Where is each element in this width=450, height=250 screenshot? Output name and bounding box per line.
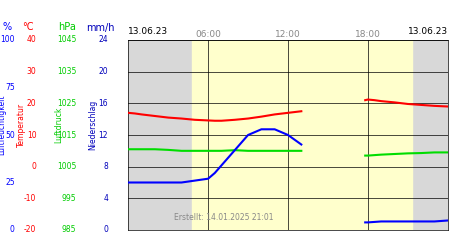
Text: 75: 75: [5, 83, 15, 92]
Text: 30: 30: [27, 67, 36, 76]
Text: 40: 40: [27, 36, 36, 44]
Text: hPa: hPa: [58, 22, 76, 32]
Text: 100: 100: [0, 36, 15, 44]
Text: 0: 0: [32, 162, 36, 171]
Text: 12: 12: [99, 130, 108, 140]
Text: %: %: [2, 22, 11, 32]
Text: 995: 995: [62, 194, 77, 203]
Bar: [192, 40, 412, 230]
Text: Luftdruck: Luftdruck: [54, 107, 63, 143]
Text: 13.06.23: 13.06.23: [128, 27, 168, 36]
Text: 20: 20: [27, 99, 36, 108]
Text: 10: 10: [27, 130, 36, 140]
Text: 16: 16: [99, 99, 108, 108]
Text: 985: 985: [62, 226, 77, 234]
Text: 50: 50: [5, 130, 15, 140]
Text: Erstellt: 14.01.2025 21:01: Erstellt: 14.01.2025 21:01: [174, 214, 274, 222]
Text: 8: 8: [103, 162, 108, 171]
Text: 24: 24: [99, 36, 108, 44]
Text: 0: 0: [10, 226, 15, 234]
Text: 25: 25: [5, 178, 15, 187]
Text: -10: -10: [24, 194, 36, 203]
Text: 4: 4: [103, 194, 108, 203]
Text: Temperatur: Temperatur: [17, 103, 26, 147]
Text: 1025: 1025: [57, 99, 76, 108]
Text: 1015: 1015: [57, 130, 76, 140]
Text: 0: 0: [103, 226, 108, 234]
Text: 13.06.23: 13.06.23: [408, 27, 448, 36]
Text: mm/h: mm/h: [86, 22, 114, 32]
Text: 1035: 1035: [57, 67, 76, 76]
Text: 1045: 1045: [57, 36, 76, 44]
Text: -20: -20: [24, 226, 36, 234]
Text: Luftfeuchtigkeit: Luftfeuchtigkeit: [0, 95, 6, 155]
Text: 1005: 1005: [57, 162, 76, 171]
Text: °C: °C: [22, 22, 34, 32]
Text: 20: 20: [99, 67, 108, 76]
Text: Niederschlag: Niederschlag: [89, 100, 98, 150]
